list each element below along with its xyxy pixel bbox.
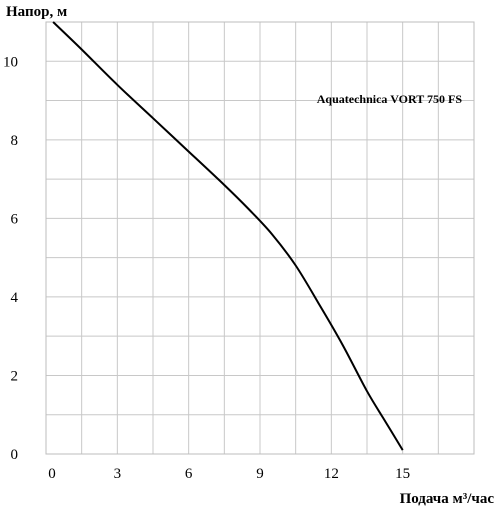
plot-frame (45, 21, 475, 455)
x-tick-label: 12 (324, 466, 339, 482)
y-tick-label: 10 (3, 54, 18, 70)
y-tick-label: 2 (11, 368, 19, 384)
y-tick-label: 4 (11, 290, 19, 306)
y-axis-label: Напор, м (6, 4, 67, 20)
x-axis-label: Подача м³/час (400, 491, 495, 507)
y-tick-label: 6 (11, 211, 19, 227)
series-line-aquatechnica-vort-750-fs (52, 21, 404, 451)
y-tick-label: 8 (11, 133, 19, 149)
legend-series-name: Aquatechnica VORT 750 FS (317, 92, 463, 106)
series-layer (52, 21, 404, 451)
x-tick-label: 0 (48, 466, 56, 482)
x-tick-label: 15 (395, 466, 410, 482)
chart-grid (45, 21, 475, 455)
x-tick-label: 6 (185, 466, 193, 482)
y-tick-label: 0 (11, 447, 19, 463)
y-tick-labels: 0 2 4 6 8 10 (3, 54, 19, 463)
x-tick-labels: 0 3 6 9 12 15 (48, 466, 410, 482)
x-tick-label: 3 (114, 466, 122, 482)
x-tick-label: 9 (256, 466, 264, 482)
